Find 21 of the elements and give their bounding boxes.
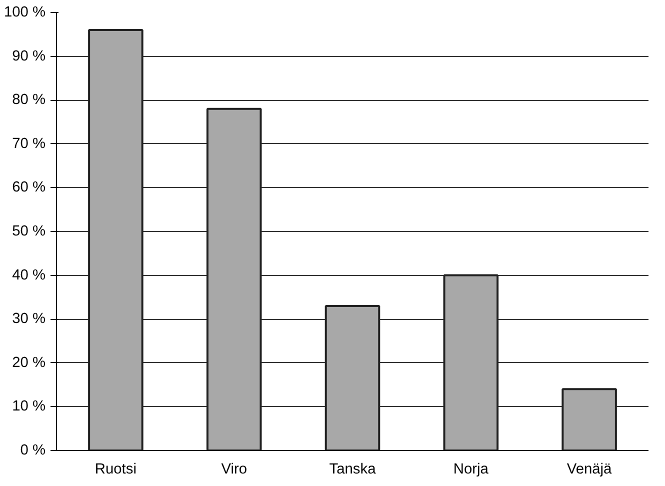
y-tick-label: 80 % [12, 92, 46, 108]
y-tick-label: 20 % [12, 354, 46, 371]
y-tick-label: 10 % [12, 398, 46, 415]
x-tick-label: Ruotsi [94, 462, 136, 478]
bar [324, 304, 380, 450]
bar [206, 108, 262, 450]
bar [88, 29, 144, 450]
y-tick-label: 60 % [12, 180, 46, 196]
y-tick-label: 40 % [12, 267, 46, 284]
y-tick-label: 30 % [12, 311, 46, 328]
y-tick-label: 0 % [20, 442, 46, 458]
y-tick-label: 70 % [12, 136, 46, 152]
x-tick-label: Tanska [329, 462, 377, 478]
bar [562, 388, 617, 450]
y-tick-label: 90 % [12, 48, 46, 64]
x-tick-label: Norja [453, 462, 490, 478]
bar [443, 274, 499, 450]
y-tick-label: 100 % [4, 4, 46, 20]
x-tick-label: Viro [221, 462, 248, 478]
x-tick-label: Venäjä [566, 462, 613, 478]
y-tick-label: 50 % [12, 224, 46, 240]
